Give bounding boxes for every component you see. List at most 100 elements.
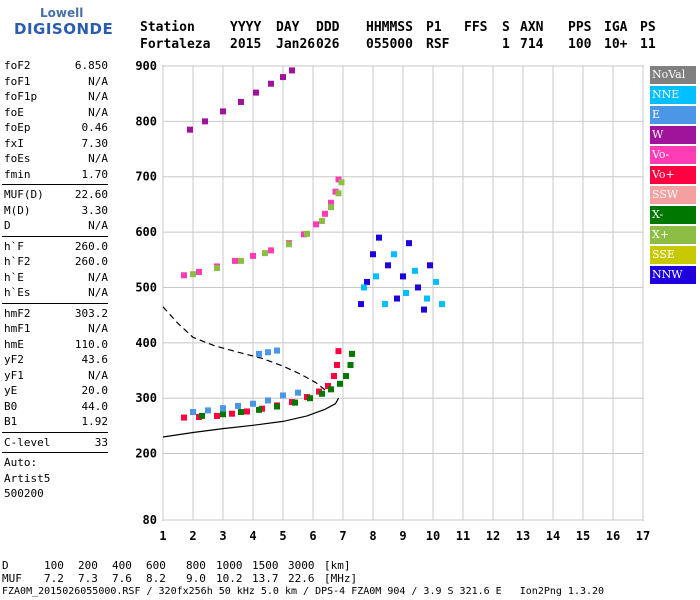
param-label: C-level <box>4 435 51 449</box>
point-x- <box>220 411 226 418</box>
footer-distance-value: 1000 <box>216 559 243 572</box>
param-value: N/A <box>88 74 108 88</box>
param-value: 22.60 <box>74 188 108 201</box>
param-label: hmF2 <box>4 306 31 320</box>
param-label: foEs <box>4 152 31 165</box>
point-vo- <box>268 247 274 254</box>
footer-distance-value: 400 <box>112 559 132 572</box>
point-e <box>274 347 280 354</box>
legend-item-sse: SSE <box>650 246 696 264</box>
footer-distance-value: 100 <box>44 559 64 572</box>
y-tick-label: 300 <box>135 391 157 405</box>
param-row: foF1p N/A <box>2 89 108 105</box>
param-value: 1.92 <box>81 415 109 428</box>
param-row: hmE 110.0 <box>2 337 108 353</box>
profile-dashed-line <box>162 306 326 391</box>
header-value: 714 <box>520 37 544 52</box>
point-e <box>250 400 256 407</box>
point-w <box>268 80 274 87</box>
legend-item-e: E <box>650 106 696 124</box>
param-row: h`F 260.0 <box>2 239 108 255</box>
param-row: yF1 N/A <box>2 368 108 384</box>
x-tick-label: 14 <box>546 529 560 543</box>
footer-muf-value: 8.2 <box>146 572 166 585</box>
point-e <box>256 350 262 357</box>
param-row: M(D) 3.30 <box>2 203 108 219</box>
point-x- <box>256 406 262 413</box>
param-row: yE 20.0 <box>2 383 108 399</box>
x-tick-label: 1 <box>159 529 166 543</box>
footer-distance-unit: [km] <box>324 559 351 572</box>
autoscale-line: Artist5 <box>2 471 108 487</box>
y-tick-label: 80 <box>143 513 157 527</box>
scaled-parameters-panel: foF2 6.850 foF1 N/A foF1p N/A foE N/A foEp 0.46 fx… <box>2 58 108 502</box>
logo-line2: DIGISONDE <box>14 20 114 38</box>
point-nnw <box>358 301 364 308</box>
autoscale-line: 500200 <box>2 486 108 502</box>
param-row: h`F2 260.0 <box>2 254 108 270</box>
x-tick-label: 7 <box>339 529 346 543</box>
param-value: 260.0 <box>74 239 108 253</box>
y-tick-label: 900 <box>135 59 157 73</box>
param-value: 0.46 <box>81 121 109 134</box>
point-vo- <box>313 221 319 228</box>
header-label: PPS <box>568 20 592 35</box>
logo-line1: Lowell <box>40 6 84 20</box>
footer-muf-value: 7.2 <box>44 572 64 585</box>
footer-distance-value: 1500 <box>252 559 279 572</box>
point-x- <box>328 204 334 211</box>
point-vo- <box>196 268 202 275</box>
param-value: N/A <box>88 90 108 103</box>
point-x- <box>319 218 325 225</box>
x-tick-label: 17 <box>636 529 650 543</box>
legend-item-x-: X+ <box>650 226 696 244</box>
param-label: h`E <box>4 270 24 284</box>
header-label: S <box>502 20 510 35</box>
x-tick-label: 4 <box>249 529 256 543</box>
param-label: foEp <box>4 121 31 134</box>
param-value: 303.2 <box>74 306 108 320</box>
footer-muf-value: 7.6 <box>112 572 132 585</box>
point-vo- <box>250 252 256 259</box>
param-row: D N/A <box>2 218 108 234</box>
footer-muf-value: 10.2 <box>216 572 243 585</box>
point-nne <box>424 295 430 302</box>
param-row: hmF1 N/A <box>2 321 108 337</box>
param-row: C-level 33 <box>2 435 108 451</box>
param-separator <box>2 452 108 453</box>
y-tick-label: 800 <box>135 114 157 128</box>
point-e <box>265 397 271 404</box>
x-tick-label: 3 <box>219 529 226 543</box>
param-separator <box>2 302 108 304</box>
header-label: Station <box>140 20 195 35</box>
point-nne <box>433 278 439 285</box>
param-label: yF1 <box>4 368 24 382</box>
point-w <box>202 118 208 125</box>
param-separator <box>2 235 108 237</box>
legend-item-vo-: Vo+ <box>650 166 696 184</box>
param-value: 6.850 <box>74 59 108 72</box>
param-value: 33 <box>94 435 108 449</box>
legend-item-w: W <box>650 126 696 144</box>
point-x- <box>190 271 196 278</box>
param-value: 110.0 <box>74 337 108 351</box>
footer-file-info: FZA0M_2015026055000.RSF / 320fx256h 50 k… <box>2 586 605 597</box>
param-row: hmF2 303.2 <box>2 306 108 322</box>
point-x- <box>238 257 244 264</box>
point-x- <box>214 265 220 272</box>
legend-item-vo-: Vo- <box>650 146 696 164</box>
point-vo- <box>232 257 238 264</box>
point-w <box>280 74 286 81</box>
y-tick-label: 500 <box>135 280 157 294</box>
y-tick-label: 700 <box>135 170 157 184</box>
point-vo- <box>181 414 187 421</box>
point-x- <box>292 399 298 406</box>
param-label: foF2 <box>4 59 31 72</box>
header-value: Jan26 <box>276 37 316 52</box>
point-e <box>280 392 286 399</box>
param-row: fxI 7.30 <box>2 136 108 152</box>
param-label: foF1p <box>4 90 38 103</box>
footer-muf-unit: [MHz] <box>324 572 358 585</box>
point-w <box>253 89 259 96</box>
